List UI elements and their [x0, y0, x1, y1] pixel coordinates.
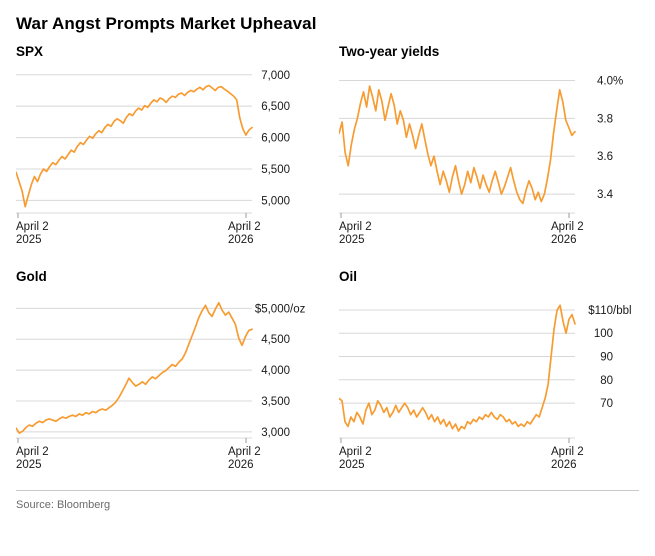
- svg-text:%: %: [613, 75, 623, 87]
- svg-text:3,000: 3,000: [261, 427, 290, 439]
- svg-text:/bbl: /bbl: [613, 305, 632, 317]
- svg-text:6,500: 6,500: [261, 101, 290, 113]
- svg-text:April 2: April 2: [228, 221, 261, 233]
- svg-text:100: 100: [594, 328, 613, 340]
- svg-text:April 2: April 2: [339, 221, 372, 233]
- footer-divider: Source: Bloomberg: [16, 490, 639, 511]
- svg-text:2026: 2026: [551, 459, 577, 471]
- svg-text:2025: 2025: [16, 459, 42, 471]
- source-text: Source: Bloomberg: [16, 499, 111, 511]
- svg-text:5,000: 5,000: [261, 195, 290, 207]
- svg-text:$110: $110: [588, 305, 613, 317]
- svg-text:3,500: 3,500: [261, 396, 290, 408]
- svg-text:90: 90: [600, 352, 613, 364]
- svg-text:3.6: 3.6: [597, 151, 613, 163]
- svg-text:April 2: April 2: [228, 446, 261, 458]
- panel-title-oil: Oil: [339, 269, 358, 284]
- panel-title-gold: Gold: [16, 269, 47, 284]
- svg-text:April 2: April 2: [16, 221, 49, 233]
- svg-text:2026: 2026: [228, 459, 254, 471]
- svg-text:April 2: April 2: [16, 446, 49, 458]
- svg-text:3.4: 3.4: [597, 189, 614, 201]
- svg-text:7,000: 7,000: [261, 70, 290, 82]
- svg-text:2025: 2025: [16, 234, 42, 246]
- charts-grid: SPX 7,000 6,500 6,000 5,500 5,000 April 2 2025…: [16, 44, 639, 482]
- svg-text:2026: 2026: [551, 234, 577, 246]
- svg-text:4.0: 4.0: [597, 75, 613, 87]
- svg-text:April 2: April 2: [551, 446, 584, 458]
- svg-text:April 2: April 2: [551, 221, 584, 233]
- svg-text:5,500: 5,500: [261, 164, 290, 176]
- svg-text:2025: 2025: [339, 234, 365, 246]
- svg-text:4,000: 4,000: [261, 365, 290, 377]
- svg-text:70: 70: [600, 398, 613, 410]
- svg-text:$5,000: $5,000: [255, 303, 290, 315]
- svg-text:2026: 2026: [228, 234, 254, 246]
- panel-two-year-yields: Two-year yields 4.0% 3.8 3.6 3.4 April 2 2025…: [339, 44, 639, 257]
- panel-title-two-year-yields: Two-year yields: [339, 44, 440, 59]
- svg-text:4,500: 4,500: [261, 334, 290, 346]
- panel-gold: Gold $5,000/oz 4,500 4,000 3,500 3,000 April …: [16, 269, 316, 482]
- svg-text:/oz: /oz: [290, 303, 306, 315]
- svg-text:April 2: April 2: [339, 446, 372, 458]
- svg-text:3.8: 3.8: [597, 113, 613, 125]
- svg-text:80: 80: [600, 375, 613, 387]
- svg-text:6,000: 6,000: [261, 133, 290, 145]
- panel-title-spx: SPX: [16, 44, 44, 59]
- panel-spx: SPX 7,000 6,500 6,000 5,500 5,000 April 2 2025…: [16, 44, 316, 257]
- page-title: War Angst Prompts Market Upheaval: [16, 14, 317, 33]
- svg-text:2025: 2025: [339, 459, 365, 471]
